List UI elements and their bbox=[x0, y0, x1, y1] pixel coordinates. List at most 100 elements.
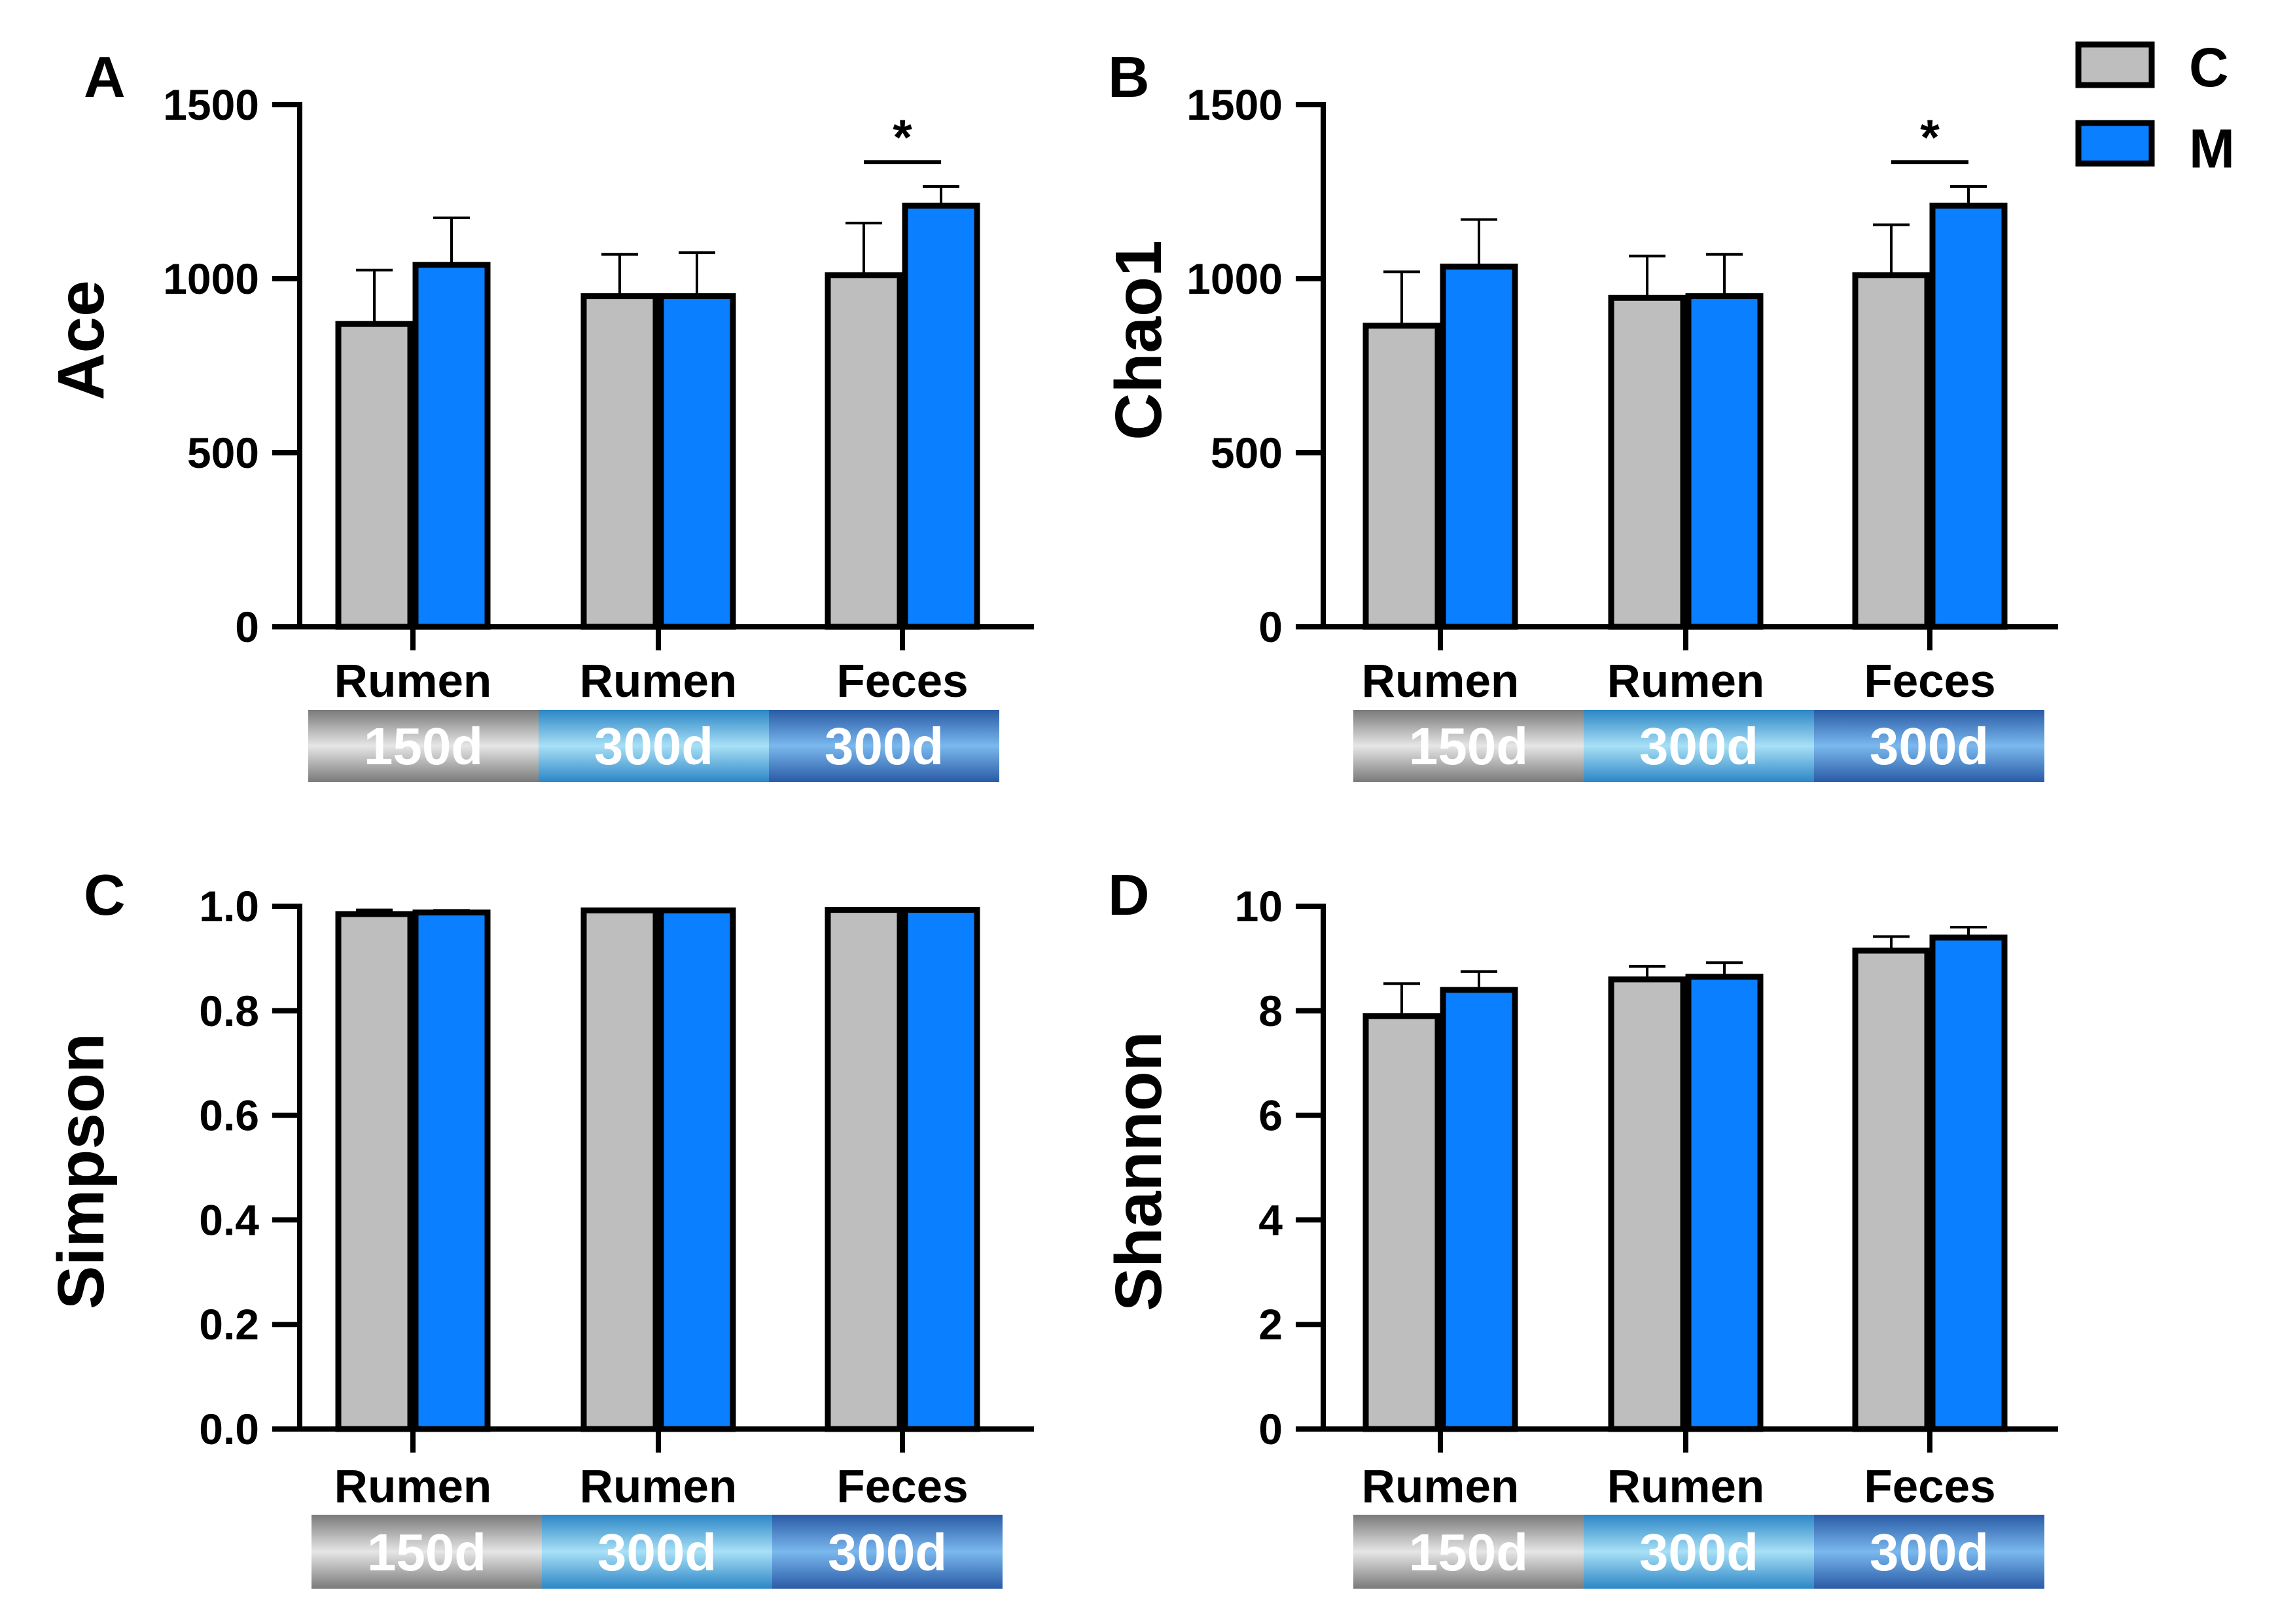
panel-letter-a: A bbox=[84, 44, 126, 109]
y-tick-label: 0 bbox=[235, 603, 259, 651]
y-tick-label: 2 bbox=[1258, 1300, 1283, 1349]
category-label: Feces bbox=[1864, 1461, 1995, 1513]
y-tick-label: 1000 bbox=[1186, 255, 1283, 303]
category-box-label: 300d bbox=[594, 717, 713, 775]
bar-m-1 bbox=[1685, 974, 1764, 1432]
category-box-label: 300d bbox=[825, 717, 944, 775]
category-label: Feces bbox=[1864, 656, 1995, 707]
category-box bbox=[1353, 1515, 1584, 1589]
category-label: Rumen bbox=[334, 1461, 492, 1513]
category-label: Feces bbox=[836, 1461, 968, 1513]
legend-label-m: M bbox=[2189, 118, 2235, 179]
bar-c-1 bbox=[1608, 976, 1686, 1432]
y-tick-label: 1500 bbox=[1186, 80, 1283, 129]
category-box-label: 300d bbox=[1639, 1523, 1758, 1581]
category-box bbox=[308, 710, 539, 782]
category-box bbox=[769, 710, 999, 782]
bar-c-0 bbox=[335, 321, 414, 630]
y-tick-label: 500 bbox=[187, 429, 259, 477]
y-tick-label: 0.2 bbox=[199, 1300, 259, 1349]
y-tick-label: 1000 bbox=[163, 255, 259, 303]
bar-m-1 bbox=[658, 293, 736, 630]
category-box bbox=[772, 1515, 1003, 1589]
category-box bbox=[542, 1515, 772, 1589]
category-box bbox=[1814, 710, 2044, 782]
category-label: Rumen bbox=[1362, 656, 1520, 707]
category-label: Rumen bbox=[580, 656, 738, 707]
category-box bbox=[1584, 1515, 1814, 1589]
bar-c-1 bbox=[580, 907, 659, 1432]
panel-letter-b: B bbox=[1108, 44, 1150, 109]
bar-c-1 bbox=[580, 293, 659, 630]
category-label: Feces bbox=[836, 656, 968, 707]
significance-star: * bbox=[1920, 110, 1940, 166]
panel-b: B Chao1 0 500 1000 1500 Rumen 150d Rumen 300d Fe… bbox=[1102, 44, 2058, 782]
category-label: Rumen bbox=[1607, 1461, 1765, 1513]
y-tick-label: 1.0 bbox=[199, 882, 259, 930]
bar-m-2 bbox=[902, 907, 980, 1432]
y-axis-label-simpson: Simpson bbox=[44, 1033, 118, 1309]
category-box-label: 300d bbox=[1639, 717, 1758, 775]
category-box bbox=[1814, 1515, 2044, 1589]
category-box-label: 150d bbox=[1409, 1523, 1528, 1581]
legend-swatch-c bbox=[2075, 41, 2155, 88]
category-box-label: 300d bbox=[597, 1523, 717, 1581]
y-tick-label: 0 bbox=[1258, 1405, 1283, 1453]
bar-c-0 bbox=[1362, 323, 1441, 630]
bar-c-0 bbox=[335, 911, 414, 1432]
y-tick-label: 8 bbox=[1258, 987, 1283, 1035]
y-tick-label: 0 bbox=[1258, 603, 1283, 651]
y-tick-label: 500 bbox=[1211, 429, 1283, 477]
bar-c-2 bbox=[1852, 272, 1931, 630]
bar-m-1 bbox=[1685, 293, 1764, 630]
legend: C M bbox=[2075, 37, 2235, 179]
category-label: Rumen bbox=[334, 656, 492, 707]
category-box-label: 150d bbox=[367, 1523, 486, 1581]
category-label: Rumen bbox=[580, 1461, 738, 1513]
y-axis-label-ace: Ace bbox=[44, 280, 118, 400]
bar-m-0 bbox=[412, 262, 491, 630]
panel-d: D Shannon 0 2 4 6 8 10 Rumen 150d Rumen 300d Feces… bbox=[1102, 862, 2058, 1589]
category-box bbox=[539, 710, 769, 782]
y-tick-label: 0.8 bbox=[199, 987, 259, 1035]
category-box bbox=[1584, 710, 1814, 782]
y-tick-label: 0.0 bbox=[199, 1405, 259, 1453]
bar-m-1 bbox=[658, 907, 736, 1432]
bar-m-2 bbox=[902, 202, 980, 630]
bar-m-0 bbox=[1440, 263, 1518, 630]
panel-letter-d: D bbox=[1108, 862, 1150, 927]
legend-swatch-m bbox=[2075, 120, 2155, 167]
bar-c-0 bbox=[1362, 1013, 1441, 1432]
category-box-label: 150d bbox=[364, 717, 483, 775]
bar-m-0 bbox=[412, 909, 491, 1432]
y-tick-label: 6 bbox=[1258, 1091, 1283, 1140]
legend-label-c: C bbox=[2189, 37, 2229, 98]
panel-c: C Simpson 0.0 0.2 0.4 0.6 0.8 1.0 Rumen 150d Rum… bbox=[44, 862, 1034, 1589]
bar-c-1 bbox=[1608, 294, 1686, 630]
y-tick-label: 0.4 bbox=[199, 1195, 259, 1244]
bar-m-2 bbox=[1929, 934, 2008, 1432]
bar-c-2 bbox=[825, 272, 903, 630]
y-tick-label: 10 bbox=[1235, 882, 1283, 930]
bar-m-2 bbox=[1929, 202, 2008, 630]
y-axis-label-chao1: Chao1 bbox=[1102, 240, 1175, 440]
significance-star: * bbox=[893, 110, 912, 166]
category-box bbox=[311, 1515, 542, 1589]
category-label: Rumen bbox=[1362, 1461, 1520, 1513]
y-tick-label: 1500 bbox=[163, 80, 259, 129]
bar-m-0 bbox=[1440, 987, 1518, 1432]
category-box-label: 300d bbox=[1870, 717, 1989, 775]
bar-c-2 bbox=[1852, 947, 1931, 1432]
y-axis-label-shannon: Shannon bbox=[1102, 1031, 1175, 1311]
category-box-label: 300d bbox=[1870, 1523, 1989, 1581]
category-label: Rumen bbox=[1607, 656, 1765, 707]
category-box bbox=[1353, 710, 1584, 782]
panel-letter-c: C bbox=[84, 862, 126, 927]
category-box-label: 300d bbox=[828, 1523, 947, 1581]
y-tick-label: 4 bbox=[1258, 1195, 1283, 1244]
y-tick-label: 0.6 bbox=[199, 1091, 259, 1140]
category-box-label: 150d bbox=[1409, 717, 1528, 775]
bar-c-2 bbox=[825, 907, 903, 1432]
panel-a: A Ace 0 500 1000 1500 Rumen 150d Rumen 300d Fece… bbox=[44, 44, 1034, 782]
